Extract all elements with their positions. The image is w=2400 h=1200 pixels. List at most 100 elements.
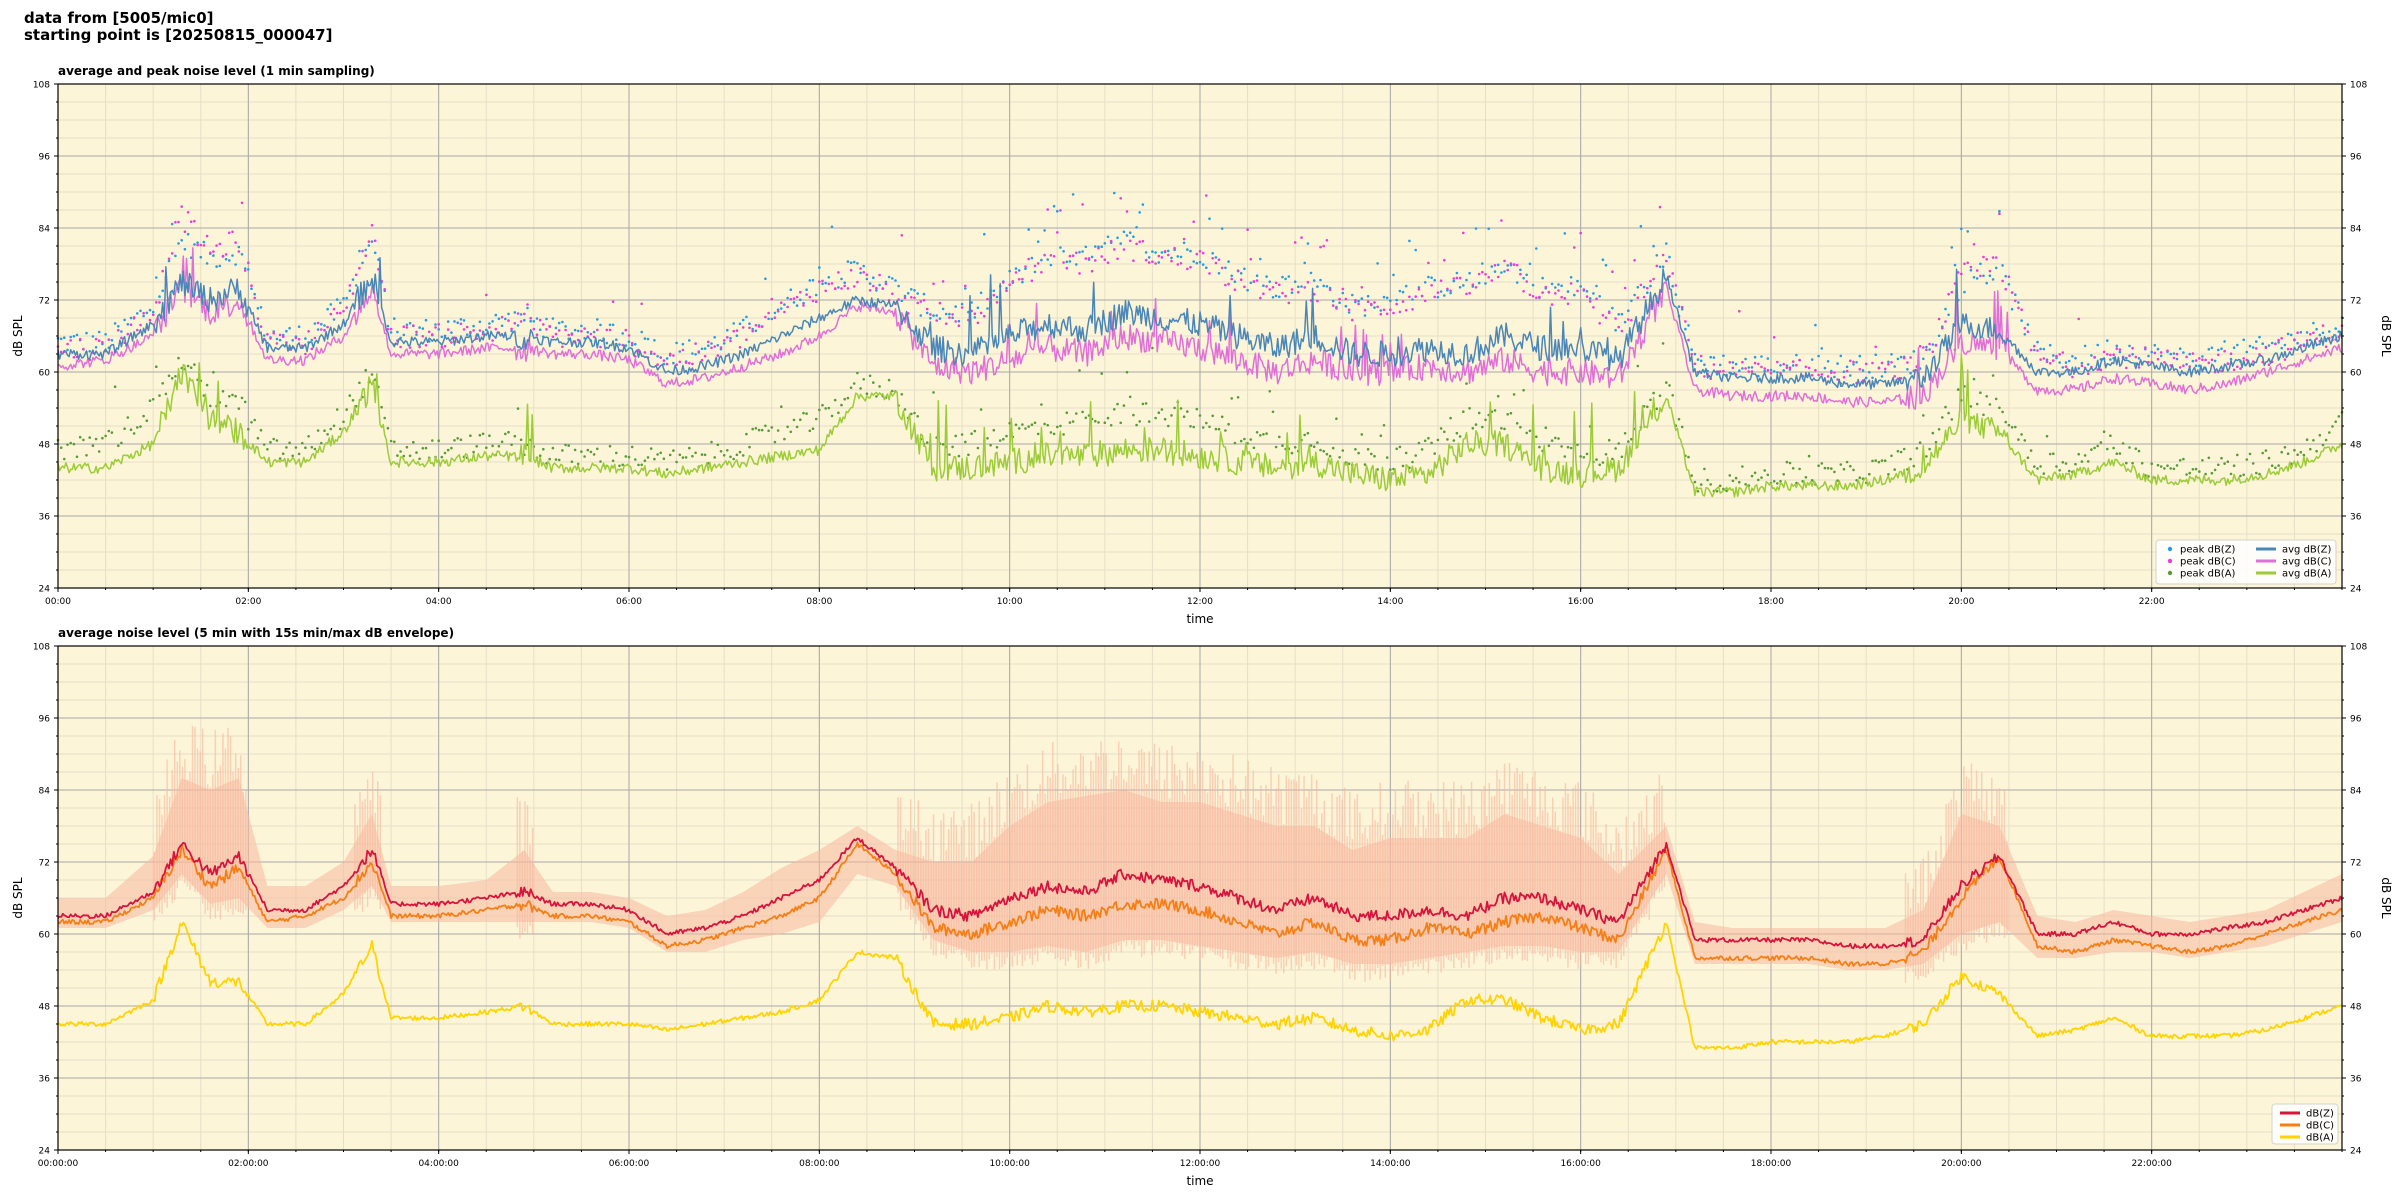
peak-dot [1909,457,1912,461]
peak-dot [1030,279,1034,283]
peak-dot [2020,319,2023,322]
peak-dot [773,311,777,315]
peak-dot [2026,456,2030,460]
peak-dot [1991,278,1995,281]
peak-dot [1858,354,1862,358]
peak-dot [726,336,729,339]
peak-dot [2239,367,2242,370]
peak-dot [69,335,72,339]
peak-dot [2286,332,2290,336]
peak-dot [342,297,345,300]
peak-dot [786,305,789,309]
peak-dot [1027,425,1030,428]
peak-dot [186,232,190,236]
peak-dot [126,323,130,326]
peak-dot [986,437,989,440]
peak-dot [1531,283,1535,287]
peak-dot [2102,350,2106,354]
peak-dot [1271,286,1275,289]
peak-dot [516,312,520,315]
peak-dot [1214,261,1218,265]
peak-dot [1179,262,1183,265]
peak-dot [1389,308,1392,312]
peak-dot [1680,305,1684,309]
peak-dot [1985,395,1988,398]
peak-dot [1988,403,1992,406]
peak-dot [1338,297,1341,301]
peak-dot [196,241,199,244]
peak-dot [1354,448,1357,451]
peak-dot [285,329,288,333]
peak-dot [440,455,444,459]
peak-dot [1135,226,1138,229]
peak-dot [459,318,463,321]
peak-dot [1363,308,1367,312]
peak-dot [1579,455,1582,458]
peak-dot [795,425,799,429]
peak-dot [535,317,539,320]
peak-dot [795,295,799,299]
peak-dot [2007,283,2011,286]
peak-dot [1316,441,1319,444]
peak-dot [1208,425,1211,429]
peak-dot [1271,296,1275,299]
peak-dot [872,284,875,288]
x-tick-label: 20:00 [1948,597,1974,607]
peak-dot [1366,300,1370,304]
peak-dot [973,429,977,433]
peak-dot [1347,308,1351,312]
peak-dot [443,344,447,348]
peak-dot [1160,256,1164,259]
peak-dot [1757,374,1760,378]
peak-dot [1696,490,1700,493]
peak-dot [529,316,532,320]
legend-label: avg dB(Z) [2282,545,2332,556]
peak-dot [275,337,279,341]
peak-dot [1094,245,1097,248]
peak-dot [1325,452,1329,456]
peak-dot [491,320,494,323]
peak-dot [1706,478,1709,482]
peak-dot [662,362,666,366]
peak-dot [151,398,155,401]
peak-dot [837,286,840,289]
peak-dot [1357,451,1360,455]
peak-dot [72,356,76,359]
peak-dot [2182,457,2185,461]
peak-dot [174,375,177,378]
peak-dot [665,362,669,366]
peak-dot [450,446,453,450]
peak-dot [1810,479,1814,482]
peak-dot [783,303,786,306]
peak-dot [640,330,643,334]
peak-dot [1576,279,1579,283]
peak-dot [799,418,802,422]
peak-dot [1043,229,1046,232]
peak-dot [833,398,837,402]
peak-dot [488,326,491,329]
peak-dot [250,421,253,424]
peak-dot [1655,264,1659,268]
peak-dot [1230,277,1233,281]
peak-dot [342,309,345,313]
peak-dot [1500,219,1503,222]
peak-dot [1401,300,1405,303]
peak-dot [973,312,977,316]
peak-dot [1950,418,1954,421]
peak-dot [1052,254,1056,258]
peak-dot [1484,418,1487,422]
peak-dot [2175,464,2179,467]
peak-dot [332,307,336,311]
peak-dot [2229,352,2233,356]
peak-dot [1423,299,1427,303]
peak-dot [548,457,551,461]
peak-dot [818,408,821,412]
peak-dot [2178,366,2182,369]
peak-dot [1430,284,1433,287]
peak-dot [1950,290,1954,294]
peak-dot [599,323,602,327]
peak-dot [719,346,723,349]
peak-dot [1103,242,1107,245]
peak-dot [944,322,948,326]
peak-dot [1769,371,1773,375]
